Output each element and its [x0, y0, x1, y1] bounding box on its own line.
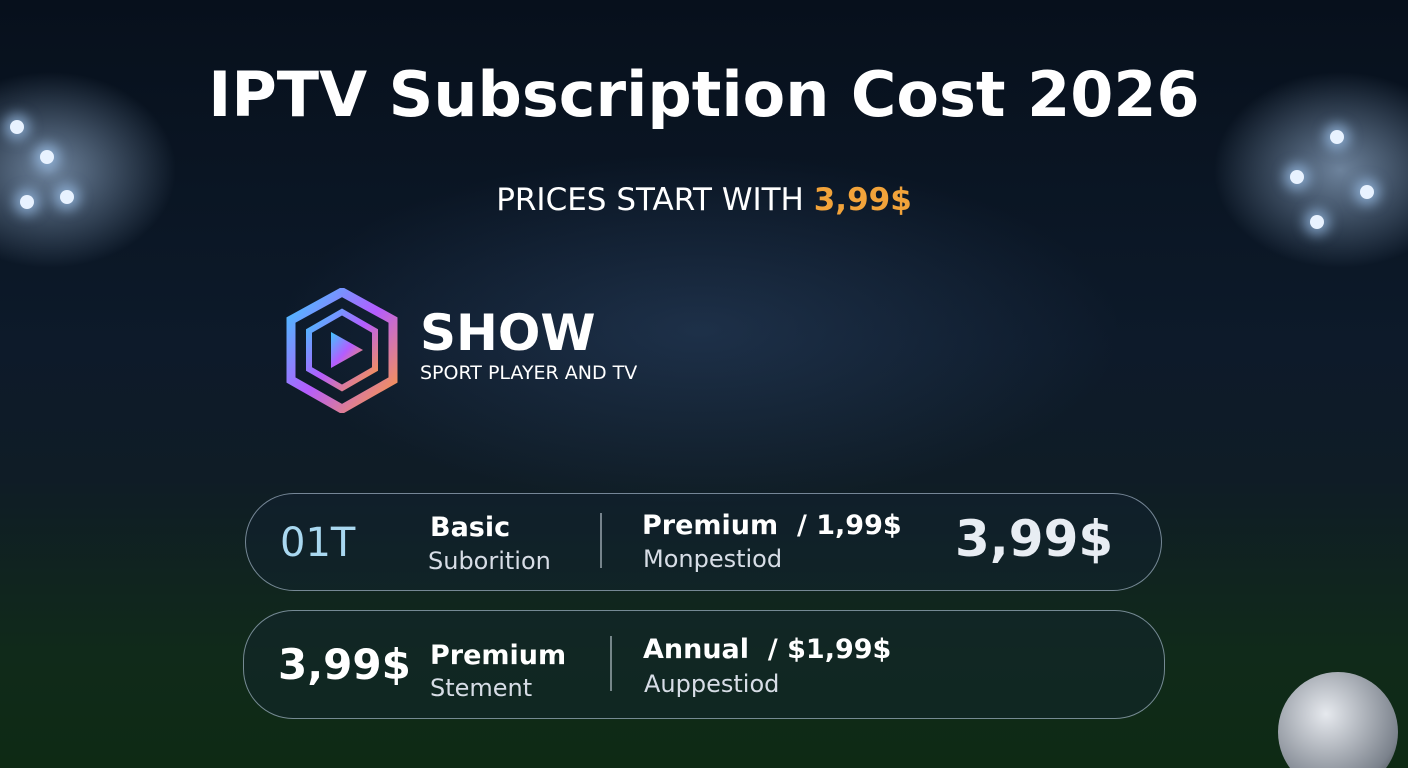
plan-row	[245, 493, 1162, 591]
plan-name-sub: Suborition	[428, 547, 551, 575]
tier-price: / $1,99$	[767, 634, 892, 665]
highlight-price: 3,99$	[813, 182, 912, 218]
title: IPTV Subscription Cost 2026	[208, 58, 1200, 131]
plan-name: Premium	[430, 640, 567, 671]
plan-row	[243, 610, 1165, 719]
divider	[600, 513, 602, 568]
plan-lead: 3,99$	[278, 640, 411, 689]
brand-name: SHOW	[420, 304, 596, 362]
light	[1330, 130, 1344, 144]
divider	[610, 636, 612, 691]
light	[1290, 170, 1304, 184]
tier-name: Premium	[642, 510, 779, 541]
ball	[1278, 672, 1398, 768]
tier-name: Annual	[643, 634, 750, 665]
light	[10, 120, 24, 134]
brand-tagline: SPORT PLAYER AND TV	[420, 362, 638, 384]
logo	[286, 288, 398, 413]
light	[1360, 185, 1374, 199]
subtitle: PRICES START WITH 3,99$	[0, 182, 1408, 218]
subtitle-text: PRICES START WITH	[496, 182, 804, 218]
light	[40, 150, 54, 164]
plan-tier-sub: Auppestiod	[644, 670, 780, 698]
plan-name-sub: Stement	[430, 674, 533, 702]
plan-tier: Premium / 1,99$	[642, 510, 902, 541]
tier-price: / 1,99$	[796, 510, 902, 541]
light	[60, 190, 74, 204]
light	[1310, 215, 1324, 229]
light	[20, 195, 34, 209]
plan-lead: 01T	[280, 520, 356, 566]
plan-name: Basic	[430, 512, 511, 543]
plan-tier: Annual / $1,99$	[643, 634, 891, 665]
plan-tier-sub: Monpestiod	[643, 545, 783, 573]
plan-price: 3,99$	[955, 510, 1114, 568]
